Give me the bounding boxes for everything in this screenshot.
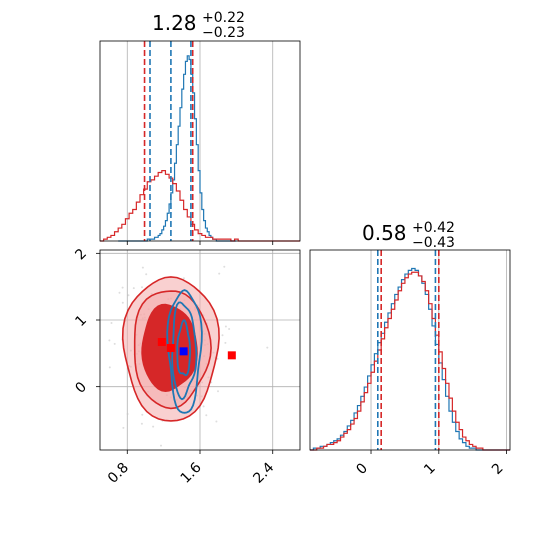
marker-2 <box>179 347 188 356</box>
marker-0 <box>157 338 166 346</box>
hist-y-step-blue <box>310 267 510 451</box>
marker-1 <box>166 344 175 352</box>
scatter-point <box>121 301 124 304</box>
title-hist-y-sup: +0.42 <box>412 220 455 236</box>
title-hist-y-sub: −0.43 <box>412 235 455 251</box>
scatter-point <box>122 426 125 429</box>
y-tick-label-1: 1 <box>72 312 90 330</box>
scatter-point <box>145 273 148 276</box>
scatter-point <box>228 328 231 330</box>
title-hist-x-sub: −0.23 <box>202 25 245 41</box>
x-tick-label-2: 2.4 <box>250 460 277 487</box>
axes-frame-hist-y <box>309 249 511 451</box>
scatter-point <box>127 294 130 297</box>
hist-x-step-blue <box>118 55 237 242</box>
title-hist-x-sup: +0.22 <box>202 10 245 26</box>
panel-2d: 0.8 1.6 2.4 0 1 2 <box>72 246 301 487</box>
scatter-point <box>113 342 116 345</box>
scatter-point <box>140 422 143 425</box>
scatter-point <box>141 266 144 269</box>
hist-y-tick-label-0: 0 <box>353 460 371 478</box>
ticks-hist-y: 0 1 2 <box>353 450 508 478</box>
marker-3 <box>227 351 236 360</box>
grid-hist-x <box>126 41 274 241</box>
panel-hist-x: 1.28 +0.22 −0.23 <box>99 10 301 245</box>
scatter-point <box>202 405 205 408</box>
title-hist-x-value: 1.28 <box>152 11 197 35</box>
scatter-point <box>132 287 135 290</box>
quantiles-hist-x <box>143 41 194 241</box>
scatter-point <box>118 291 121 294</box>
scatter-point <box>110 322 113 324</box>
scatter-point <box>224 325 227 328</box>
scatter-point <box>216 357 219 360</box>
x-tick-label-1: 1.6 <box>178 460 205 487</box>
scatter-point <box>152 425 155 428</box>
scatter-point <box>224 341 227 344</box>
scatter-point <box>217 390 219 393</box>
scatter-point <box>160 444 162 447</box>
ticks-hist-x <box>126 241 274 245</box>
quantiles-hist-y <box>376 250 440 450</box>
contour-blue-level-2 <box>176 319 191 377</box>
scatter-point <box>221 334 224 337</box>
y-tick-label-0: 0 <box>72 379 90 397</box>
series-hist-y <box>310 267 510 451</box>
scatter-point <box>126 413 129 415</box>
y-tick-label-2: 2 <box>72 246 90 264</box>
scatter-point <box>141 286 143 289</box>
markers-2d <box>157 338 236 360</box>
scatter-point <box>266 346 269 349</box>
scatter-point <box>108 366 111 369</box>
scatter-point <box>141 413 144 416</box>
scatter-point <box>223 265 226 268</box>
scatter-point <box>215 420 218 423</box>
hist-y-tick-label-2: 2 <box>489 460 507 478</box>
scatter-point <box>205 414 208 417</box>
hist-y-step-red <box>310 271 510 451</box>
scatter-point <box>121 286 124 289</box>
panel-hist-y: 0 1 2 0.58 +0.42 −0.43 <box>309 220 511 478</box>
scatter-point <box>218 272 221 275</box>
hist-y-tick-label-1: 1 <box>421 460 439 478</box>
title-hist-y-value: 0.58 <box>362 221 407 245</box>
x-tick-label-0: 0.8 <box>105 460 132 487</box>
scatter-point <box>108 339 111 342</box>
scatter-point <box>182 277 185 280</box>
